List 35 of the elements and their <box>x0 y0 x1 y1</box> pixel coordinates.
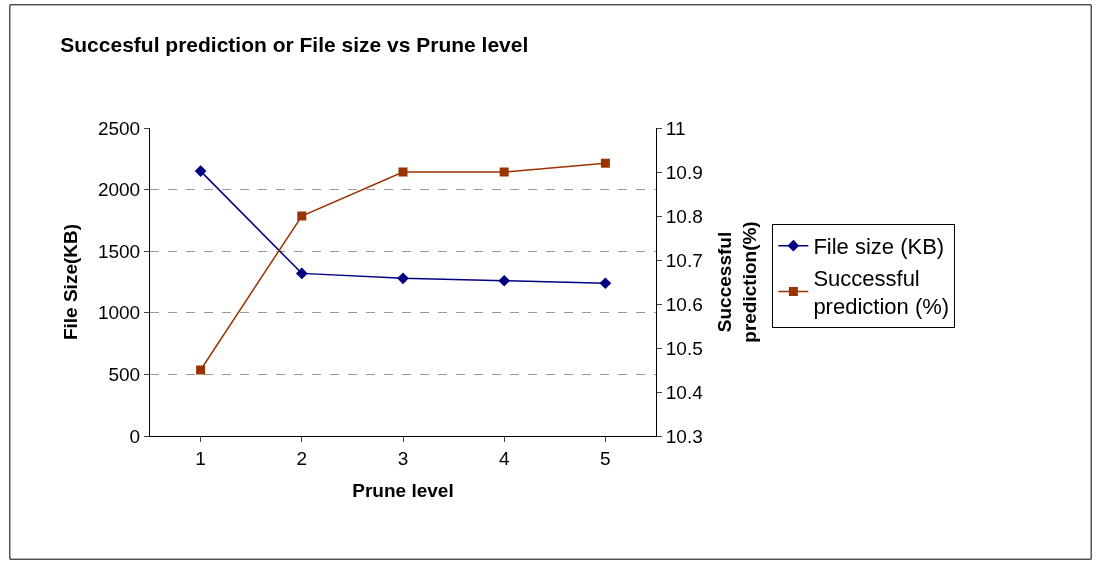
legend-label: File size (KB) <box>813 234 945 260</box>
y-tick-label: 2000 <box>97 179 141 201</box>
point <box>397 272 409 285</box>
point <box>599 277 612 290</box>
y2-tick-label: 10.8 <box>665 205 703 227</box>
point <box>600 158 610 168</box>
y-tick-label: 1500 <box>97 240 141 262</box>
point <box>295 267 308 280</box>
point <box>498 274 511 287</box>
y-tick-label: 0 <box>129 425 141 447</box>
x-tick-label: 5 <box>600 447 611 469</box>
legend-label: Successful prediction (%) <box>813 265 950 320</box>
y-tick-label: 2500 <box>97 117 141 139</box>
x-tick-label: 2 <box>296 447 308 469</box>
y2-tick-label: 10.3 <box>665 425 703 447</box>
y2-axis-title: Successful prediction(%) <box>714 221 760 343</box>
y2-tick-label: 10.4 <box>665 381 704 403</box>
y-tick-label: 1000 <box>97 302 141 324</box>
x-tick-label: 1 <box>195 447 206 469</box>
point <box>499 167 509 177</box>
y2-tick-label: 10.7 <box>665 249 703 271</box>
point <box>398 167 408 177</box>
x-axis-title: Prune level <box>352 479 454 501</box>
x-tick-label: 3 <box>397 447 409 469</box>
y-tick-label: 500 <box>108 364 141 386</box>
x-tick-label: 4 <box>498 447 510 469</box>
y2-tick-label: 11 <box>665 117 686 139</box>
y2-tick-label: 10.9 <box>665 161 703 183</box>
chart-title: Succesful prediction or File size vs Prune level <box>60 33 529 57</box>
y2-tick-label: 10.6 <box>665 293 703 315</box>
y2-tick-label: 10.5 <box>665 337 703 359</box>
point <box>297 211 307 221</box>
y-axis-title: File Size(KB) <box>59 223 81 341</box>
point <box>194 165 207 177</box>
point <box>196 365 206 375</box>
